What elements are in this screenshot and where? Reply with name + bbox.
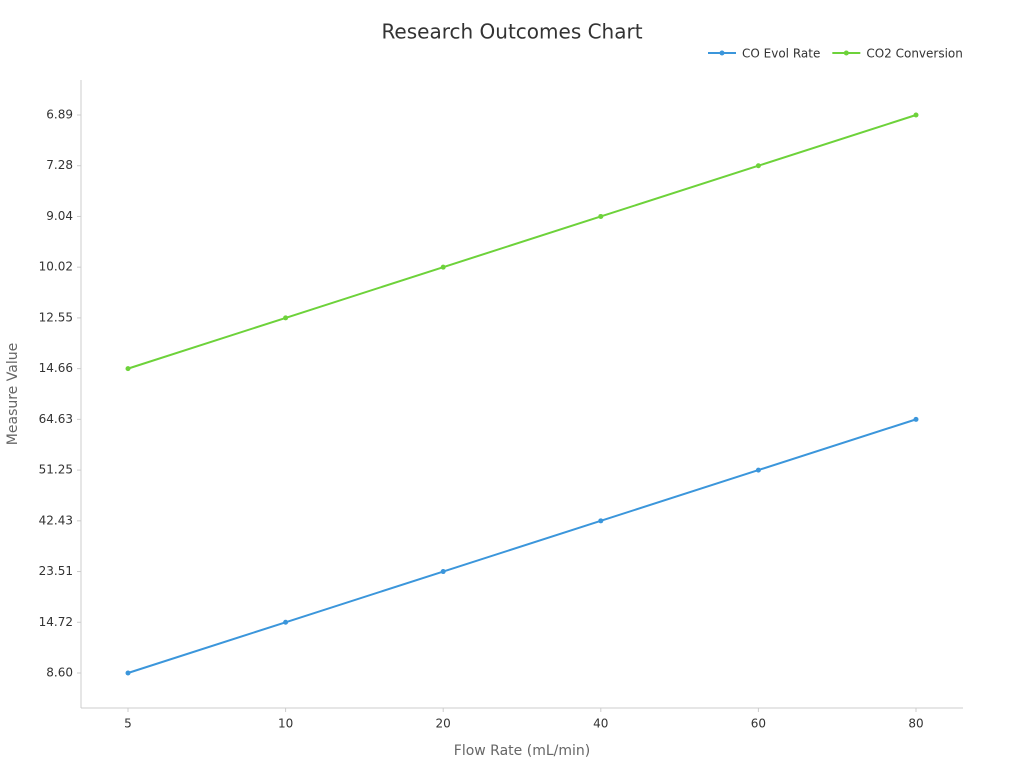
point: [755, 163, 761, 169]
point: [440, 569, 446, 575]
legend-dot: [843, 50, 849, 56]
y-axis-title: Measure Value: [5, 343, 21, 445]
y-tick-label: 42.43: [39, 513, 73, 527]
point: [125, 670, 131, 676]
point: [283, 315, 289, 321]
x-tick-label: 60: [751, 717, 766, 731]
chart-title: Research Outcomes Chart: [381, 20, 642, 44]
series-line: [127, 114, 917, 370]
x-tick-label: 40: [593, 717, 608, 731]
point: [913, 416, 919, 422]
y-tick-label: 9.04: [46, 209, 73, 223]
y-tick-label: 23.51: [39, 564, 73, 578]
series-line: [127, 418, 917, 674]
x-tick-label: 80: [908, 717, 923, 731]
legend-dot: [719, 50, 725, 56]
y-tick-label: 14.72: [39, 615, 73, 629]
y-tick-label: 7.28: [46, 158, 73, 172]
y-tick-label: 64.63: [39, 412, 73, 426]
point: [598, 518, 604, 524]
y-tick-label: 6.89: [46, 108, 73, 122]
x-tick-label: 10: [278, 717, 293, 731]
x-axis-title: Flow Rate (mL/min): [454, 743, 590, 759]
y-tick-label: 51.25: [39, 463, 73, 477]
legend-label: CO2 Conversion: [866, 47, 963, 61]
x-tick-label: 20: [436, 717, 451, 731]
point: [598, 213, 604, 219]
y-tick-label: 14.66: [39, 361, 73, 375]
y-tick-label: 10.02: [39, 260, 73, 274]
x-tick-label: 5: [124, 717, 132, 731]
y-tick-label: 8.60: [46, 666, 73, 680]
point: [755, 467, 761, 473]
point: [913, 112, 919, 118]
point: [440, 264, 446, 270]
point: [283, 619, 289, 625]
y-tick-label: 12.55: [39, 310, 73, 324]
legend-label: CO Evol Rate: [742, 47, 820, 61]
point: [125, 366, 131, 372]
